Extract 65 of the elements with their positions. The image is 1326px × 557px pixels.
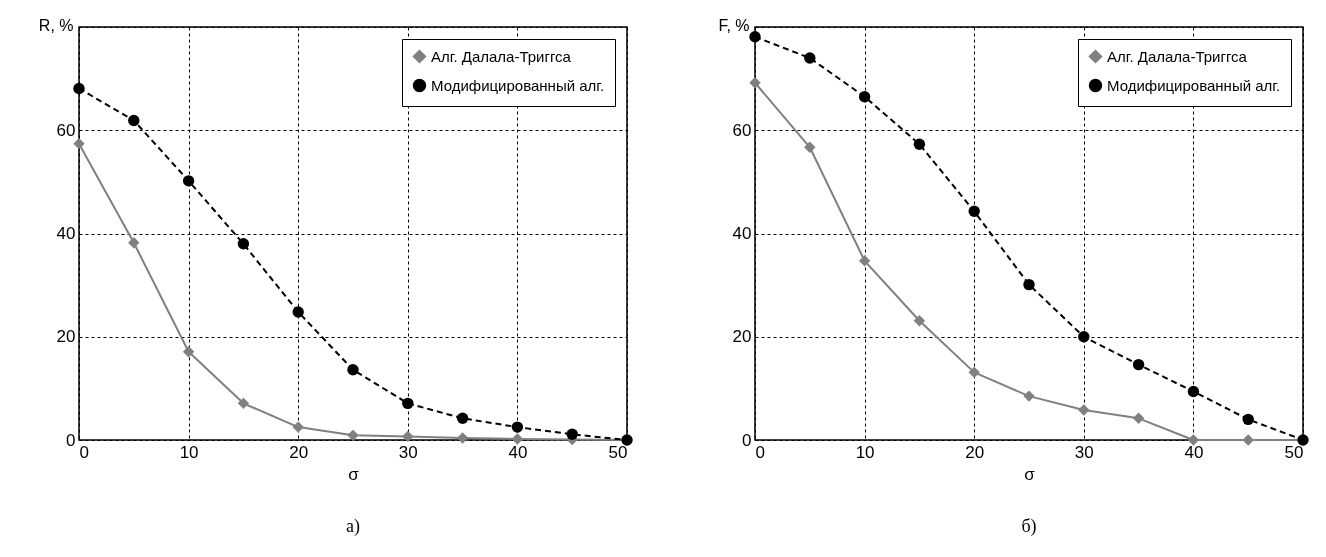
point	[1132, 412, 1145, 425]
point	[1187, 385, 1200, 398]
point	[456, 412, 469, 425]
y-tick-label: 40	[732, 224, 752, 243]
point	[968, 205, 980, 217]
point	[73, 137, 85, 150]
point	[913, 315, 926, 327]
legend-label: Алг. Далала-Триггса	[1107, 47, 1248, 65]
point	[1132, 358, 1145, 371]
y-axis-title: F, %	[718, 16, 750, 34]
x-tick-label: 0	[755, 442, 765, 462]
point	[804, 52, 816, 64]
x-tick-label: 50	[608, 442, 628, 462]
x-tick-label: 30	[398, 442, 418, 462]
x-tick-label: 10	[855, 442, 875, 462]
point	[804, 141, 816, 153]
y-tick-label: 60	[56, 120, 76, 140]
point	[749, 77, 761, 89]
point	[858, 91, 871, 103]
point	[182, 346, 195, 358]
point	[347, 364, 359, 376]
y-tick-label: 40	[56, 224, 76, 243]
point	[1242, 413, 1254, 426]
point	[402, 397, 414, 410]
point	[968, 366, 980, 379]
y-tick-label: 60	[732, 120, 752, 140]
x-tick-label: 0	[79, 442, 89, 462]
x-tick-label: 40	[508, 442, 528, 462]
x-tick-label: 30	[1074, 442, 1094, 462]
y-tick-label: 20	[732, 327, 752, 347]
point	[182, 175, 195, 187]
point	[237, 397, 250, 410]
text: б)	[1021, 516, 1037, 537]
point	[1023, 278, 1035, 291]
point	[292, 421, 304, 433]
point	[749, 31, 761, 43]
x-axis-title: σ	[1024, 464, 1036, 484]
point	[402, 430, 414, 443]
point	[913, 138, 926, 150]
x-tick-label: 50	[1284, 442, 1304, 462]
point	[237, 238, 250, 250]
point	[1023, 390, 1035, 402]
x-tick-label: 40	[1184, 442, 1204, 462]
point	[1078, 331, 1090, 343]
point	[456, 432, 469, 444]
x-tick-label: 20	[289, 442, 309, 462]
point	[858, 255, 871, 267]
point	[347, 429, 359, 442]
legend-label: Модифицированный алг.	[431, 76, 605, 94]
text: а)	[346, 516, 360, 537]
x-tick-label: 20	[965, 442, 985, 462]
y-tick-label: 20	[56, 327, 76, 347]
legend-label: Алг. Далала-Триггса	[431, 47, 572, 65]
point	[73, 82, 85, 95]
point	[128, 114, 140, 127]
point	[511, 421, 524, 433]
point	[1242, 434, 1254, 446]
x-tick-label: 10	[179, 442, 199, 462]
point	[566, 428, 578, 441]
point	[128, 237, 140, 249]
y-axis-title: R, %	[38, 16, 74, 34]
point	[1078, 404, 1090, 416]
point	[292, 306, 304, 318]
x-axis-title: σ	[348, 464, 360, 484]
legend-label: Модифицированный алг.	[1107, 76, 1281, 94]
